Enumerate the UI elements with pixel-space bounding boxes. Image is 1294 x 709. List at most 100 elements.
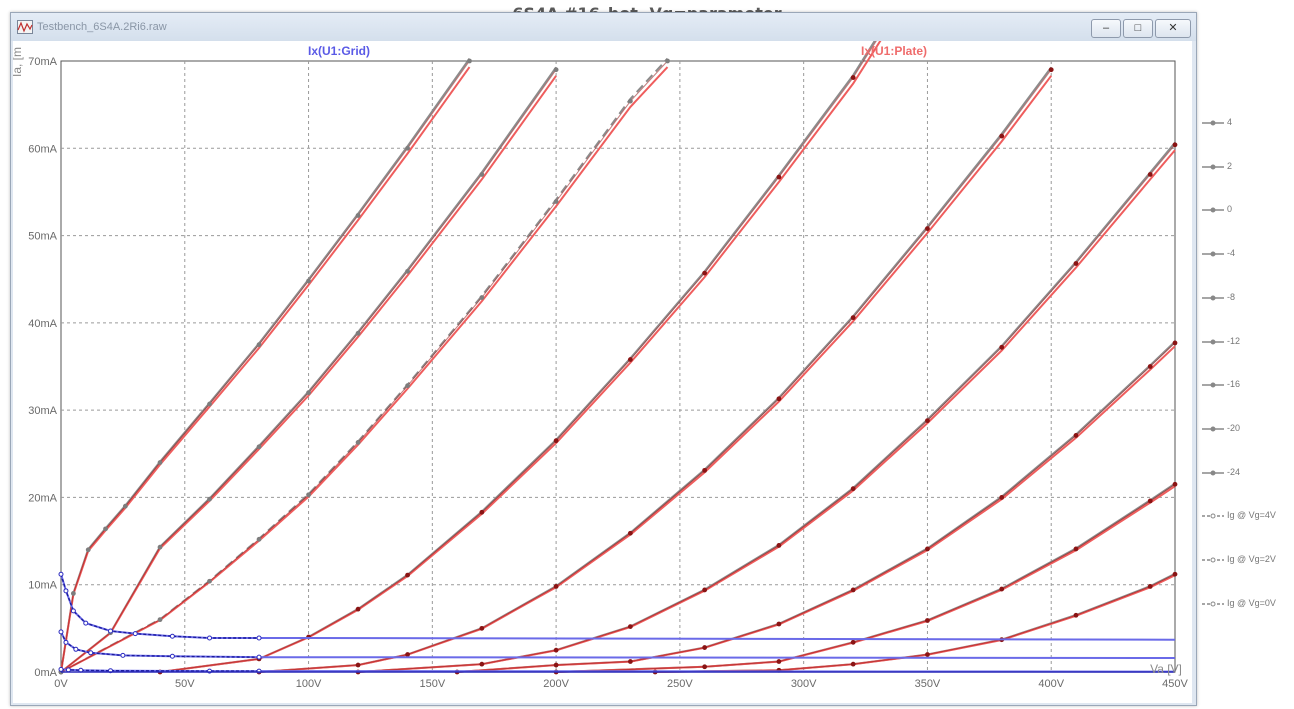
plate-data-point	[702, 587, 708, 593]
legend-item-label: 0	[1227, 204, 1233, 215]
plate-data-point	[306, 278, 311, 284]
plate-data-point	[1172, 340, 1178, 346]
plate-data-point	[776, 396, 782, 402]
plate-data-point	[850, 639, 856, 645]
legend-item: -8	[1200, 291, 1294, 305]
legend-item-label: -16	[1227, 379, 1241, 390]
grid-data-point	[256, 654, 262, 660]
x-tick-label: 400V	[1038, 678, 1064, 690]
plate-data-point	[355, 330, 361, 336]
plate-measured-line	[60, 58, 471, 673]
legend-line-icon	[1202, 426, 1224, 432]
legend-item: -24	[1200, 466, 1294, 480]
plate-series--20[interactable]	[553, 481, 1178, 675]
grid-data-point	[108, 628, 114, 634]
plate-data-point	[776, 659, 782, 664]
legend-item: 4	[1200, 116, 1294, 130]
close-button[interactable]: ✕	[1155, 19, 1191, 38]
plate-measured-line	[556, 482, 1176, 673]
minimize-button[interactable]: –	[1091, 19, 1121, 38]
plate-data-point	[553, 438, 559, 444]
legend-line-icon	[1202, 339, 1224, 344]
plate-measured-line	[258, 66, 1053, 673]
y-tick-label: 70mA	[28, 56, 57, 68]
plate-data-point	[665, 58, 670, 64]
grid-data-point	[169, 653, 175, 659]
plate-data-point	[355, 662, 361, 668]
trace-label-plate[interactable]: Ix(U1:Plate)	[861, 44, 927, 58]
plate-data-point	[1048, 67, 1054, 73]
plate-overlay-line	[159, 41, 877, 673]
grid-data-point	[256, 635, 262, 641]
y-tick-label: 30mA	[28, 405, 57, 417]
window-titlebar[interactable]: Testbench_6S4A.2Ri6.raw – □ ✕	[11, 13, 1196, 41]
grid-data-point	[88, 650, 94, 656]
legend-dashed-line-icon	[1202, 513, 1224, 519]
plate-data-point	[627, 357, 633, 362]
legend-line-icon	[1202, 120, 1224, 126]
plate-data-point	[1147, 584, 1153, 589]
plate-series--4[interactable]	[157, 41, 908, 675]
axis-layer: 0V 50V 100V 150V 200V 250V 300V 350V 400V 450V 0mA…	[28, 56, 1188, 690]
x-tick-label: 0V	[54, 678, 68, 690]
plate-data-point	[479, 661, 485, 667]
plate-overlay-line	[258, 69, 1052, 673]
grid-data-point	[169, 633, 175, 639]
maximize-button[interactable]: □	[1123, 19, 1153, 38]
grid-data-point	[65, 667, 71, 673]
plate-data-point	[256, 444, 262, 450]
plate-data-point	[1073, 546, 1079, 552]
y-tick-label: 60mA	[28, 143, 57, 155]
legend-item-label: -20	[1227, 422, 1241, 433]
y-tick-label: 50mA	[28, 231, 57, 243]
plate-series--12[interactable]	[355, 142, 1178, 675]
plate-model-line	[60, 66, 669, 673]
legend-dashed-line-icon	[1202, 601, 1224, 607]
plate-data-point	[306, 492, 311, 498]
plate-series-4[interactable]	[58, 58, 472, 675]
legend-line-icon	[1202, 470, 1224, 476]
plate-data-point	[103, 526, 108, 532]
legend-item: -12	[1200, 335, 1294, 349]
plate-series--24[interactable]	[652, 571, 1178, 675]
plate-data-point	[627, 659, 633, 664]
legend-item-label: -8	[1227, 291, 1236, 302]
plate-overlay-line	[358, 144, 1176, 673]
plot-area[interactable]: 0V 50V 100V 150V 200V 250V 300V 350V 400V 450V 0mA…	[13, 41, 1192, 703]
y-tick-label: 20mA	[28, 492, 57, 504]
legend-item: -16	[1200, 378, 1294, 392]
waveform-window[interactable]: Testbench_6S4A.2Ri6.raw – □ ✕ 0V 50V 100V 1…	[10, 12, 1197, 706]
legend-line-icon	[1202, 251, 1224, 257]
plate-data-point	[157, 460, 163, 465]
grid-series-0[interactable]	[58, 571, 1176, 641]
plate-data-point	[702, 645, 708, 650]
legend-item: Ig @ Vg=2V	[1200, 553, 1294, 567]
plate-data-point	[306, 390, 311, 396]
plate-data-point	[1147, 172, 1153, 177]
legend-line-icon	[1202, 382, 1224, 388]
plate-data-point	[157, 544, 163, 550]
plate-series-0[interactable]	[58, 57, 670, 675]
plate-data-point	[553, 647, 559, 653]
plate-data-point	[925, 418, 930, 424]
grid-data-point	[83, 620, 89, 626]
plate-data-point	[627, 98, 633, 104]
plate-curve-chart[interactable]: 0V 50V 100V 150V 200V 250V 300V 350V 400V 450V 0mA…	[13, 41, 1192, 703]
plate-data-point	[999, 586, 1005, 592]
plate-series--8[interactable]	[256, 66, 1054, 675]
x-tick-label: 150V	[419, 678, 445, 690]
legend-item-label: Ig @ Vg=0V	[1227, 597, 1276, 608]
plate-data-point	[850, 661, 856, 667]
grid-measured-line	[60, 573, 259, 639]
plate-data-point	[925, 652, 930, 657]
trace-label-grid[interactable]: Ix(U1:Grid)	[308, 44, 370, 58]
plate-data-point	[553, 199, 559, 204]
plate-data-point	[405, 572, 410, 578]
y-tick-label: 0mA	[34, 667, 57, 679]
plate-data-point	[256, 536, 262, 542]
grid-series-1[interactable]	[58, 629, 1176, 660]
plate-series--16[interactable]	[454, 340, 1178, 675]
plate-model-line	[258, 75, 1052, 673]
plate-data-point	[999, 344, 1005, 350]
plate-data-point	[207, 578, 212, 584]
